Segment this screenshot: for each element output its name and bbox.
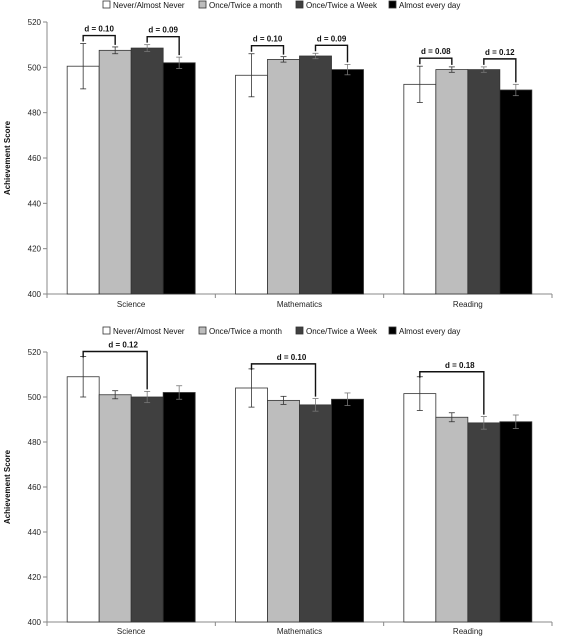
y-axis-title: Achievement Score	[3, 120, 12, 195]
y-tick-label: 400	[28, 618, 42, 627]
bar	[331, 398, 364, 623]
bar	[499, 89, 533, 295]
y-tick-label: 500	[28, 393, 42, 402]
y-tick-label: 520	[28, 18, 42, 27]
category-label: Science	[117, 300, 146, 309]
effect-size-label: d = 0.10	[253, 35, 283, 44]
bar	[162, 62, 196, 295]
effect-size-bracket	[419, 371, 485, 415]
y-tick-label: 460	[28, 154, 42, 163]
category-label: Mathematics	[277, 300, 322, 309]
legend-swatch	[102, 326, 111, 335]
effect-size-bracket	[82, 350, 148, 390]
legend-label: Never/Almost Never	[113, 1, 185, 10]
category-label: Science	[117, 627, 146, 636]
category-label: Reading	[453, 627, 483, 636]
y-tick-label: 420	[28, 573, 42, 582]
bar	[467, 422, 501, 623]
category-label: Mathematics	[277, 627, 322, 636]
legend-label: Almost every day	[399, 1, 460, 10]
y-tick-label: 400	[28, 290, 42, 299]
legend-label: Once/Twice a Week	[306, 327, 378, 336]
legend-label: Almost every day	[399, 327, 460, 336]
effect-size-label: d = 0.12	[485, 48, 515, 57]
y-tick-label: 440	[28, 199, 42, 208]
effect-size-label: d = 0.10	[84, 25, 114, 34]
legend-label: Never/Almost Never	[113, 327, 185, 336]
bar	[403, 393, 437, 623]
y-tick-label: 500	[28, 63, 42, 72]
effect-size-bracket	[250, 363, 317, 397]
legend-label: Once/Twice a month	[209, 1, 282, 10]
effect-size-label: d = 0.18	[445, 361, 475, 370]
legend-swatch	[198, 326, 207, 335]
bar	[98, 394, 132, 623]
bar	[499, 421, 533, 623]
bar	[331, 69, 364, 295]
legend-swatch	[388, 326, 397, 335]
legend-swatch	[295, 0, 304, 9]
legend-swatch	[198, 0, 207, 9]
bar	[435, 69, 469, 295]
bar	[403, 83, 437, 295]
y-axis-title: Achievement Score	[3, 449, 12, 524]
bar	[235, 387, 268, 623]
effect-size-bracket	[419, 57, 453, 65]
bar	[235, 74, 268, 295]
bar	[435, 416, 469, 623]
bar	[130, 396, 164, 623]
effect-size-label: d = 0.09	[317, 34, 347, 43]
bar	[267, 399, 300, 623]
effect-size-label: d = 0.09	[148, 26, 178, 35]
bar	[66, 376, 100, 623]
y-tick-label: 420	[28, 245, 42, 254]
effect-size-label: d = 0.08	[421, 47, 451, 56]
effect-size-bracket	[250, 45, 285, 55]
y-tick-label: 480	[28, 109, 42, 118]
y-tick-label: 460	[28, 483, 42, 492]
bar	[467, 69, 501, 295]
effect-size-label: d = 0.10	[277, 353, 307, 362]
legend-label: Once/Twice a Week	[306, 1, 378, 10]
effect-size-bracket	[82, 34, 116, 45]
legend-label: Once/Twice a month	[209, 327, 282, 336]
bar	[162, 392, 196, 623]
effect-size-bracket	[146, 35, 180, 56]
y-tick-label: 480	[28, 438, 42, 447]
bar	[98, 49, 132, 295]
effect-size-label: d = 0.12	[108, 341, 138, 350]
bar	[130, 47, 164, 295]
bar	[299, 404, 332, 623]
bar	[299, 55, 332, 295]
category-label: Reading	[453, 300, 483, 309]
y-tick-label: 440	[28, 528, 42, 537]
effect-size-bracket	[314, 44, 349, 63]
effect-size-bracket	[483, 58, 517, 83]
y-tick-label: 520	[28, 348, 42, 357]
legend-swatch	[388, 0, 397, 9]
legend-swatch	[102, 0, 111, 9]
bar	[66, 65, 100, 295]
legend-swatch	[295, 326, 304, 335]
bar	[267, 59, 300, 295]
